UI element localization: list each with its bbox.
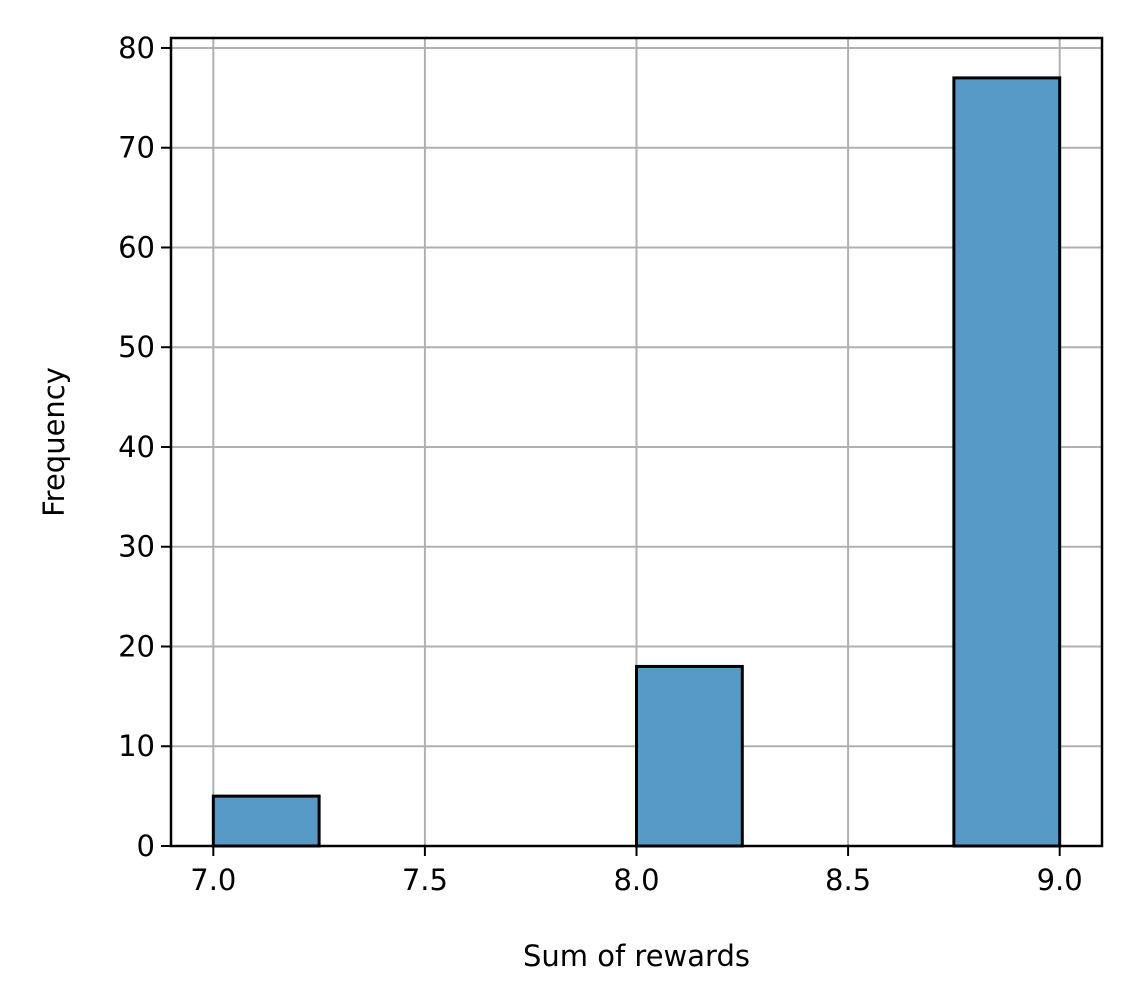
y-tick-label: 30	[118, 530, 155, 564]
histogram-bar	[952, 76, 1062, 848]
y-tick-label: 80	[118, 31, 155, 65]
y-tick-label: 20	[118, 629, 155, 663]
y-tick-label: 10	[118, 729, 155, 763]
x-tick-label: 8.5	[825, 863, 871, 897]
y-axis-label: Frequency	[37, 367, 71, 517]
x-tick-label: 8.0	[613, 863, 659, 897]
y-tick-label: 40	[118, 430, 155, 464]
y-tick-label: 50	[118, 330, 155, 364]
histogram-bar	[635, 664, 744, 848]
bars	[211, 76, 1062, 848]
x-tick-label: 7.5	[402, 863, 448, 897]
y-axis-ticks: 0 10 20 30 40 50 60 70 80	[118, 31, 171, 863]
x-axis-ticks: 7.0 7.5 8.0 8.5 9.0	[190, 846, 1083, 897]
x-tick-label: 7.0	[190, 863, 236, 897]
x-axis-label: Sum of rewards	[523, 939, 750, 973]
y-tick-label: 60	[118, 230, 155, 264]
histogram-bar	[211, 794, 321, 848]
x-tick-label: 9.0	[1037, 863, 1083, 897]
y-tick-label: 70	[118, 131, 155, 165]
y-tick-label: 0	[137, 829, 155, 863]
